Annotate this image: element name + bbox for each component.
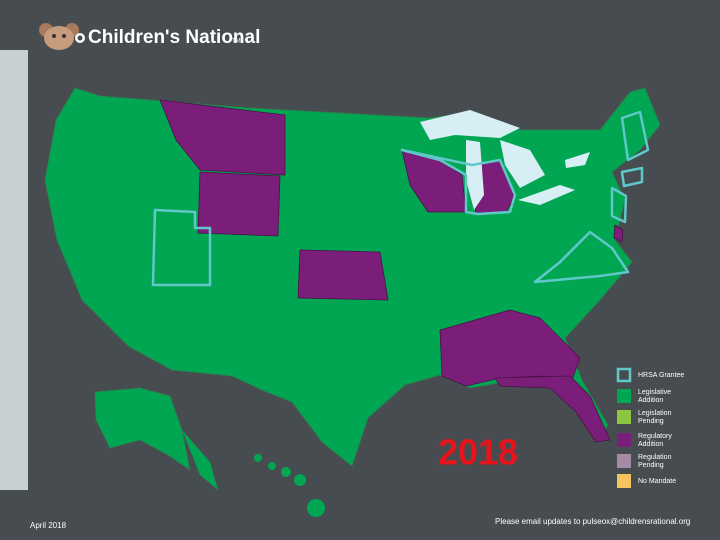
hawaii-island	[294, 474, 306, 486]
montana	[159, 99, 286, 176]
lake-michigan	[466, 140, 484, 210]
hawaii-island	[281, 467, 291, 477]
legend-label: Addition	[638, 441, 663, 448]
legend-swatch	[617, 474, 631, 488]
virginia	[533, 230, 630, 284]
alaska-panhandle	[182, 430, 218, 490]
legend-label: Legislation	[638, 410, 672, 417]
delaware	[613, 224, 624, 243]
legend-label: Addition	[638, 397, 663, 404]
footer-date: April 2018	[30, 521, 67, 530]
logo-text: Children's National	[88, 27, 260, 48]
lake-ontario	[565, 152, 590, 168]
legend-label: No Mandate	[638, 478, 676, 485]
footer-note: Please email updates to pulseox@children…	[495, 517, 690, 526]
utah	[151, 208, 212, 287]
legend-swatch	[617, 454, 631, 468]
logo-icon	[39, 23, 85, 50]
florida	[494, 375, 611, 443]
lake-erie	[518, 185, 575, 205]
legend-swatch	[616, 367, 632, 383]
legend-label: Pending	[638, 462, 664, 469]
legend-label: Regulation	[638, 454, 672, 461]
legend: HRSA GranteeLegislativeAdditionLegislati…	[616, 367, 684, 488]
legend-swatch	[617, 433, 631, 447]
legend-label: Legislative	[638, 389, 671, 396]
legend-label: Pending	[638, 418, 664, 425]
connecticut	[620, 166, 644, 188]
legend-swatch	[617, 389, 631, 403]
hawaii-island	[307, 499, 325, 517]
new-jersey	[610, 186, 628, 224]
legend-label: Regulatory	[638, 433, 672, 440]
wyoming	[197, 171, 281, 237]
legend-swatch	[617, 410, 631, 424]
us-map	[44, 87, 661, 517]
legend-label: HRSA Grantee	[638, 372, 684, 379]
alaska	[94, 387, 191, 471]
side-strip	[0, 50, 28, 490]
great-lakes-states	[400, 148, 517, 216]
trademark: TM	[232, 39, 241, 45]
kansas	[297, 249, 389, 301]
lake-huron	[500, 140, 545, 188]
year-label: 2018	[438, 432, 518, 473]
lake-superior	[420, 110, 520, 140]
hawaii-island	[254, 454, 262, 462]
hawaii-island	[268, 462, 276, 470]
new-hampshire	[620, 110, 650, 162]
